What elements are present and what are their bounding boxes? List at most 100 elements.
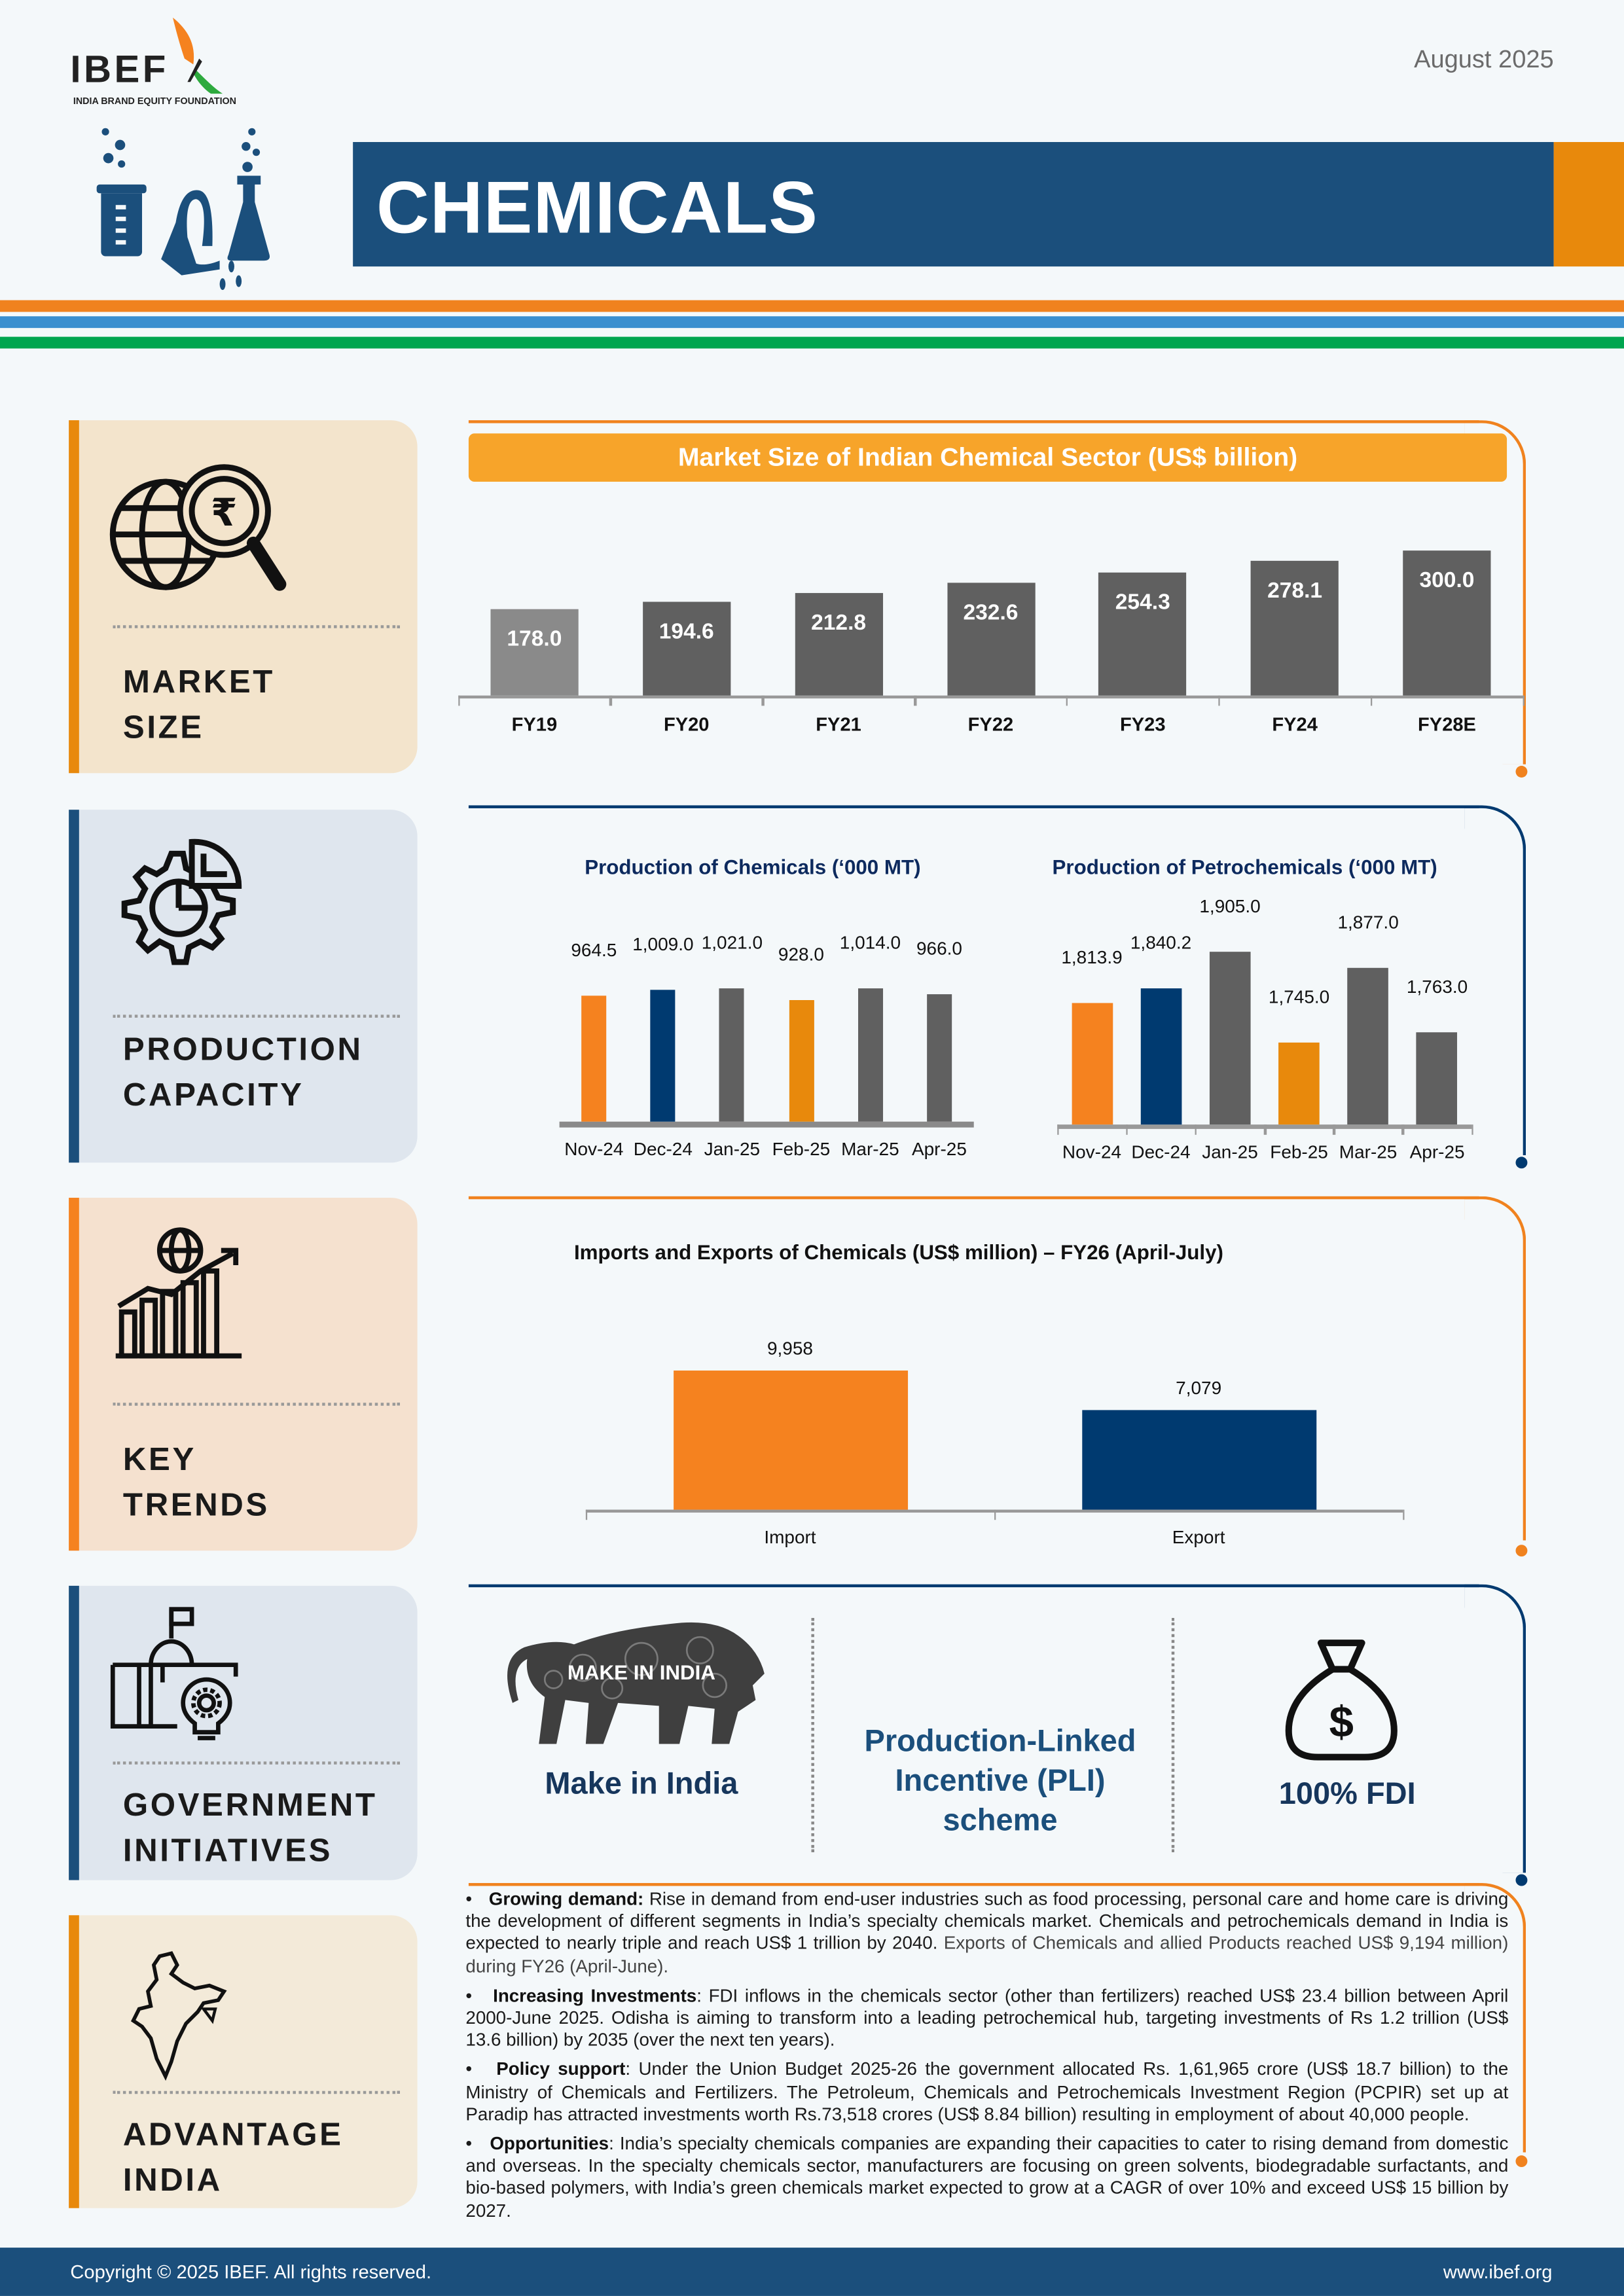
x-tick-label: FY20 — [663, 713, 710, 736]
ibef-bird-icon — [172, 17, 223, 94]
panel-accent — [69, 810, 79, 1163]
ibef-logo[interactable]: IBEF INDIA BRAND EQUITY FOUNDATION — [70, 14, 261, 111]
panel-label: ADVANTAGE INDIA — [122, 2115, 344, 2198]
data-label: 1,021.0 — [701, 932, 763, 953]
data-label: 278.1 — [1267, 578, 1323, 603]
section-connector — [468, 805, 1528, 1169]
x-axis-tick — [1333, 1124, 1335, 1135]
advantage-item: • Increasing Investments: FDI inflows in… — [465, 1985, 1509, 2051]
x-tick-label: Mar-25 — [841, 1139, 899, 1160]
panel-accent — [69, 420, 79, 774]
panel-divider — [113, 1403, 400, 1406]
trade-chart-title: Imports and Exports of Chemicals (US$ mi… — [573, 1240, 1224, 1264]
data-label: 1,014.0 — [839, 933, 901, 954]
advantage-item: • Policy support: Under the Union Budget… — [465, 2059, 1509, 2125]
data-label: 966.0 — [916, 939, 962, 960]
bar — [581, 995, 607, 1122]
footer: Copyright © 2025 IBEF. All rights reserv… — [0, 2248, 1624, 2296]
bar — [1278, 1042, 1320, 1125]
x-tick-label: Apr-25 — [1409, 1142, 1465, 1163]
petrochemicals-production-chart-title: Production of Petrochemicals (‘000 MT) — [1052, 855, 1437, 879]
bar — [1251, 560, 1339, 696]
data-label: 9,958 — [767, 1338, 813, 1359]
data-label: 1,009.0 — [632, 933, 694, 954]
panel-market-size: ₹ MARKET SIZE — [69, 420, 418, 774]
svg-text:₹: ₹ — [211, 490, 237, 535]
x-axis-tick — [1125, 1124, 1128, 1135]
x-tick-label: FY19 — [511, 713, 558, 736]
pli-scheme-label: Production-Linked Incentive (PLI) scheme — [864, 1725, 1136, 1838]
copyright-text: Copyright © 2025 IBEF. All rights reserv… — [70, 2261, 432, 2283]
x-tick-label: FY23 — [1120, 713, 1166, 736]
bar — [1209, 951, 1251, 1125]
x-tick-label: Mar-25 — [1339, 1142, 1398, 1163]
x-axis-tick — [1056, 1124, 1059, 1135]
bar — [650, 989, 676, 1122]
data-label: 1,877.0 — [1337, 912, 1399, 933]
market-size-chart-title: Market Size of Indian Chemical Sector (U… — [468, 433, 1507, 482]
fdi-label: 100% FDI — [1278, 1777, 1416, 1812]
x-axis-tick — [914, 695, 916, 706]
x-tick-label: FY21 — [816, 713, 861, 736]
data-label: 1,813.9 — [1061, 947, 1123, 969]
x-axis-tick — [1263, 1124, 1267, 1135]
panel-divider — [113, 1014, 400, 1018]
x-tick-label: Dec-24 — [1131, 1142, 1191, 1163]
government-building-bulb-icon — [110, 1607, 238, 1740]
make-in-india-lion-icon: MAKE IN INDIA — [507, 1622, 765, 1744]
bar — [1347, 967, 1389, 1125]
x-tick-label: Import — [764, 1527, 816, 1548]
panel-divider — [113, 625, 400, 628]
bar — [1140, 988, 1182, 1125]
x-tick-label: FY28E — [1418, 713, 1476, 736]
data-label: 1,905.0 — [1199, 895, 1261, 917]
make-in-india-label: Make in India — [545, 1767, 738, 1801]
x-tick-label: FY24 — [1272, 713, 1318, 736]
panel-label: PRODUCTION CAPACITY — [122, 1030, 363, 1113]
panel-accent — [69, 1198, 79, 1551]
panel-accent — [69, 1585, 79, 1880]
data-label: 300.0 — [1419, 567, 1475, 593]
x-tick-label: Nov-24 — [1062, 1142, 1122, 1163]
panel-accent — [69, 1915, 79, 2208]
page-title: CHEMICALS — [376, 167, 818, 249]
bar — [857, 988, 883, 1122]
svg-text:$: $ — [1329, 1697, 1354, 1746]
x-axis-tick — [458, 695, 460, 706]
panel-divider — [113, 1761, 400, 1765]
panel-divider — [113, 2090, 400, 2094]
panel-government-initiatives: GOVERNMENT INITIATIVES — [69, 1585, 418, 1880]
x-axis-tick — [1402, 1509, 1405, 1520]
bar — [1081, 1410, 1316, 1510]
x-tick-label: FY22 — [967, 713, 1014, 736]
x-tick-label: Jan-25 — [704, 1139, 761, 1160]
globe-growth-chart-icon — [115, 1227, 242, 1359]
x-tick-label: Feb-25 — [1270, 1142, 1328, 1163]
title-band-accent — [1553, 142, 1624, 267]
x-axis-tick — [1471, 1124, 1473, 1135]
panel-production-capacity: PRODUCTION CAPACITY — [69, 810, 418, 1163]
website-link[interactable]: www.ibef.org — [1443, 2261, 1553, 2283]
panel-advantage-india: ADVANTAGE INDIA — [69, 1915, 418, 2208]
blue-stripe — [0, 316, 1624, 329]
title-band — [353, 142, 1554, 267]
data-label: 964.5 — [571, 939, 617, 960]
data-label: 1,745.0 — [1268, 986, 1330, 1007]
x-axis-tick — [761, 695, 765, 706]
x-tick-label: Nov-24 — [564, 1139, 624, 1160]
data-label: 7,079 — [1176, 1378, 1222, 1399]
x-axis — [559, 1121, 974, 1128]
issue-date: August 2025 — [1414, 45, 1554, 73]
money-bag-dollar-icon: $ — [1285, 1640, 1398, 1761]
x-tick-label: Feb-25 — [772, 1139, 831, 1160]
orange-stripe — [0, 300, 1624, 312]
x-axis-tick — [993, 1509, 996, 1520]
logo-text: IBEF — [70, 46, 169, 91]
bar — [947, 583, 1035, 696]
bar — [1416, 1031, 1458, 1125]
x-tick-label: Jan-25 — [1202, 1142, 1258, 1163]
data-label: 178.0 — [507, 626, 562, 652]
data-label: 1,840.2 — [1130, 932, 1192, 954]
panel-key-trends: KEY TRENDS — [69, 1198, 418, 1551]
